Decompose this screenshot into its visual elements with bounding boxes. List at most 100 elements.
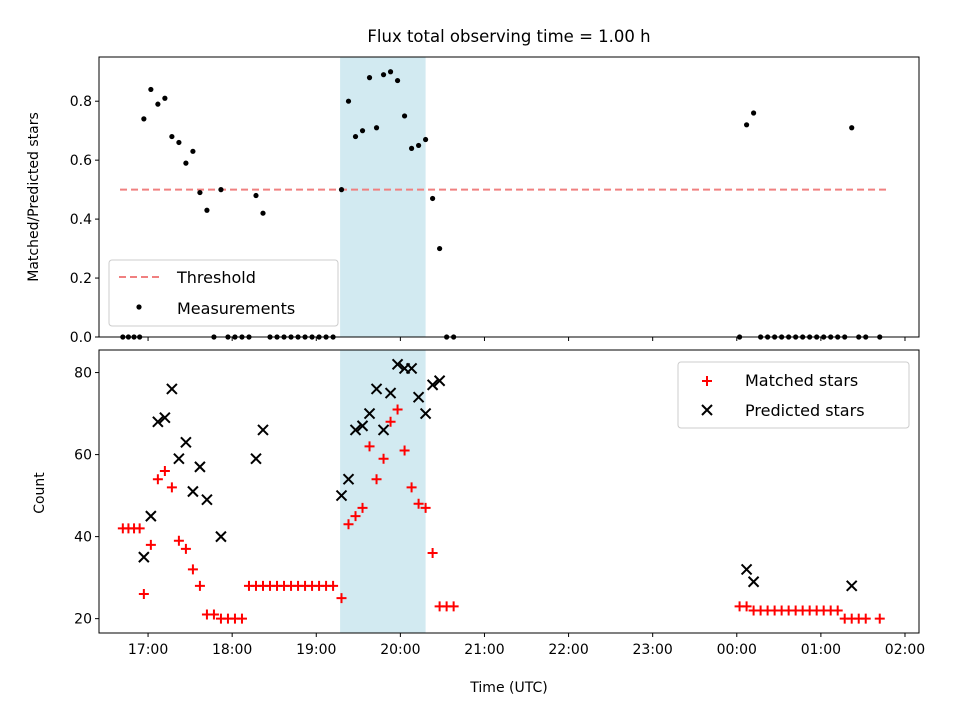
top-measurements-point	[176, 139, 182, 146]
top-legend-box	[108, 259, 339, 327]
top-measurements-point	[345, 98, 352, 104]
bottom-matched-stars-point	[385, 416, 396, 427]
top-measurements-point	[218, 187, 224, 193]
bottom-predicted-stars-point	[180, 436, 192, 448]
x-tick-label: 23:00	[632, 642, 672, 658]
bottom-predicted-stars-point	[173, 452, 185, 465]
x-tick-label: 00:00	[717, 642, 757, 658]
bottom-matched-stars-point	[187, 564, 198, 575]
top-y-tick-label: 0.2	[70, 271, 92, 287]
top-measurements-point	[183, 160, 189, 166]
top-measurements-point	[169, 133, 175, 140]
bottom-matched-stars-point	[159, 465, 170, 476]
top-observing-window	[340, 57, 426, 337]
bottom-predicted-stars-point	[391, 358, 404, 371]
top-measurements-point	[430, 195, 436, 202]
bottom-predicted-stars-point	[433, 375, 446, 387]
bottom-predicted-stars-point	[412, 391, 425, 403]
legend-measurements-swatch	[136, 304, 142, 310]
x-tick-label: 19:00	[296, 642, 336, 658]
legend-predicted-swatch	[701, 404, 713, 416]
bottom-predicted-stars-point	[145, 510, 157, 522]
x-tick-label: 02:00	[885, 642, 925, 658]
x-tick-label: 21:00	[464, 642, 504, 658]
bottom-predicted-stars-point	[384, 387, 397, 399]
bottom-predicted-stars-point	[138, 551, 150, 563]
x-tick-label: 18:00	[212, 642, 252, 658]
top-measurements-point	[338, 187, 345, 193]
bottom-matched-stars-point	[860, 613, 871, 624]
bottom-matched-stars-point	[413, 498, 424, 509]
top-measurements-point	[387, 69, 394, 75]
chart-title: Flux total observing time = 1.00 h	[367, 27, 650, 46]
bottom-predicted-stars-point	[257, 424, 269, 436]
top-measurements-point	[750, 110, 757, 116]
top-measurements-point	[366, 75, 373, 81]
top-measurements-point	[437, 245, 443, 252]
legend-threshold-label: Threshold	[176, 268, 256, 287]
bottom-predicted-stars-point	[356, 420, 369, 432]
bottom-matched-stars-point	[406, 482, 417, 493]
bottom-matched-stars-point	[371, 474, 382, 485]
top-measurements-point	[260, 210, 266, 216]
bottom-y-tick-label: 80	[74, 366, 92, 382]
top-measurements-point	[352, 133, 359, 140]
bottom-matched-stars-point	[378, 453, 389, 464]
top-measurements-point	[849, 125, 855, 131]
bottom-predicted-stars-point	[152, 416, 164, 428]
bottom-predicted-stars-point	[363, 407, 376, 420]
top-measurements-point	[204, 207, 210, 213]
top-measurements-point	[253, 192, 259, 199]
top-measurements-point	[394, 77, 401, 84]
top-measurements-point	[380, 72, 387, 78]
bottom-matched-stars-point	[152, 474, 163, 485]
bottom-matched-stars-point	[448, 601, 459, 612]
bottom-predicted-stars-point	[187, 485, 199, 498]
top-measurements-point	[401, 113, 408, 119]
bottom-matched-stars-point	[328, 580, 339, 591]
bottom-matched-stars-point	[343, 519, 354, 530]
legend-matched-swatch	[702, 376, 712, 386]
bottom-predicted-stars-point	[201, 493, 213, 506]
x-tick-label: 17:00	[128, 642, 168, 658]
bottom-y-tick-label: 20	[74, 612, 92, 628]
bottom-predicted-stars-point	[250, 452, 262, 465]
x-tick-label: 01:00	[801, 642, 841, 658]
legend-matched-label: Matched stars	[745, 371, 858, 390]
bottom-predicted-stars-point	[426, 379, 439, 391]
top-axes-frame	[98, 56, 920, 338]
bottom-predicted-stars-point	[349, 424, 362, 436]
top-measurements-point	[373, 125, 380, 131]
bottom-matched-stars-point	[236, 613, 247, 624]
bottom-y-tick-label: 40	[74, 530, 92, 546]
bottom-matched-stars-point	[138, 589, 149, 600]
top-y-tick-label: 0.0	[70, 330, 92, 346]
bottom-predicted-stars-point	[159, 411, 171, 424]
bottom-matched-stars-point	[208, 609, 219, 620]
bottom-predicted-stars-point	[377, 424, 390, 436]
bottom-matched-stars-point	[420, 502, 431, 513]
bottom-matched-stars-point	[399, 445, 410, 456]
top-measurements-point	[422, 136, 429, 143]
bottom-matched-stars-point	[392, 404, 403, 415]
top-measurements-point	[197, 189, 203, 196]
bottom-predicted-stars-point	[166, 383, 178, 395]
bottom-predicted-stars-point	[370, 383, 383, 395]
bottom-axes-frame	[98, 349, 920, 634]
bottom-matched-stars-point	[364, 441, 375, 452]
bottom-y-tick-label: 60	[74, 448, 92, 464]
top-measurements-point	[359, 128, 366, 134]
top-measurements-point	[141, 116, 147, 122]
bottom-predicted-stars-point	[747, 576, 760, 588]
bottom-observing-window	[340, 350, 426, 633]
bottom-predicted-stars-point	[194, 461, 206, 473]
top-y-axis-label: Matched/Predicted stars	[26, 112, 42, 282]
x-tick-label: 22:00	[548, 642, 588, 658]
top-y-tick-label: 0.6	[70, 153, 92, 169]
bottom-matched-stars-point	[194, 580, 205, 591]
top-measurements-point	[408, 145, 415, 151]
top-measurements-point	[162, 95, 168, 101]
top-measurements-point	[415, 142, 422, 149]
